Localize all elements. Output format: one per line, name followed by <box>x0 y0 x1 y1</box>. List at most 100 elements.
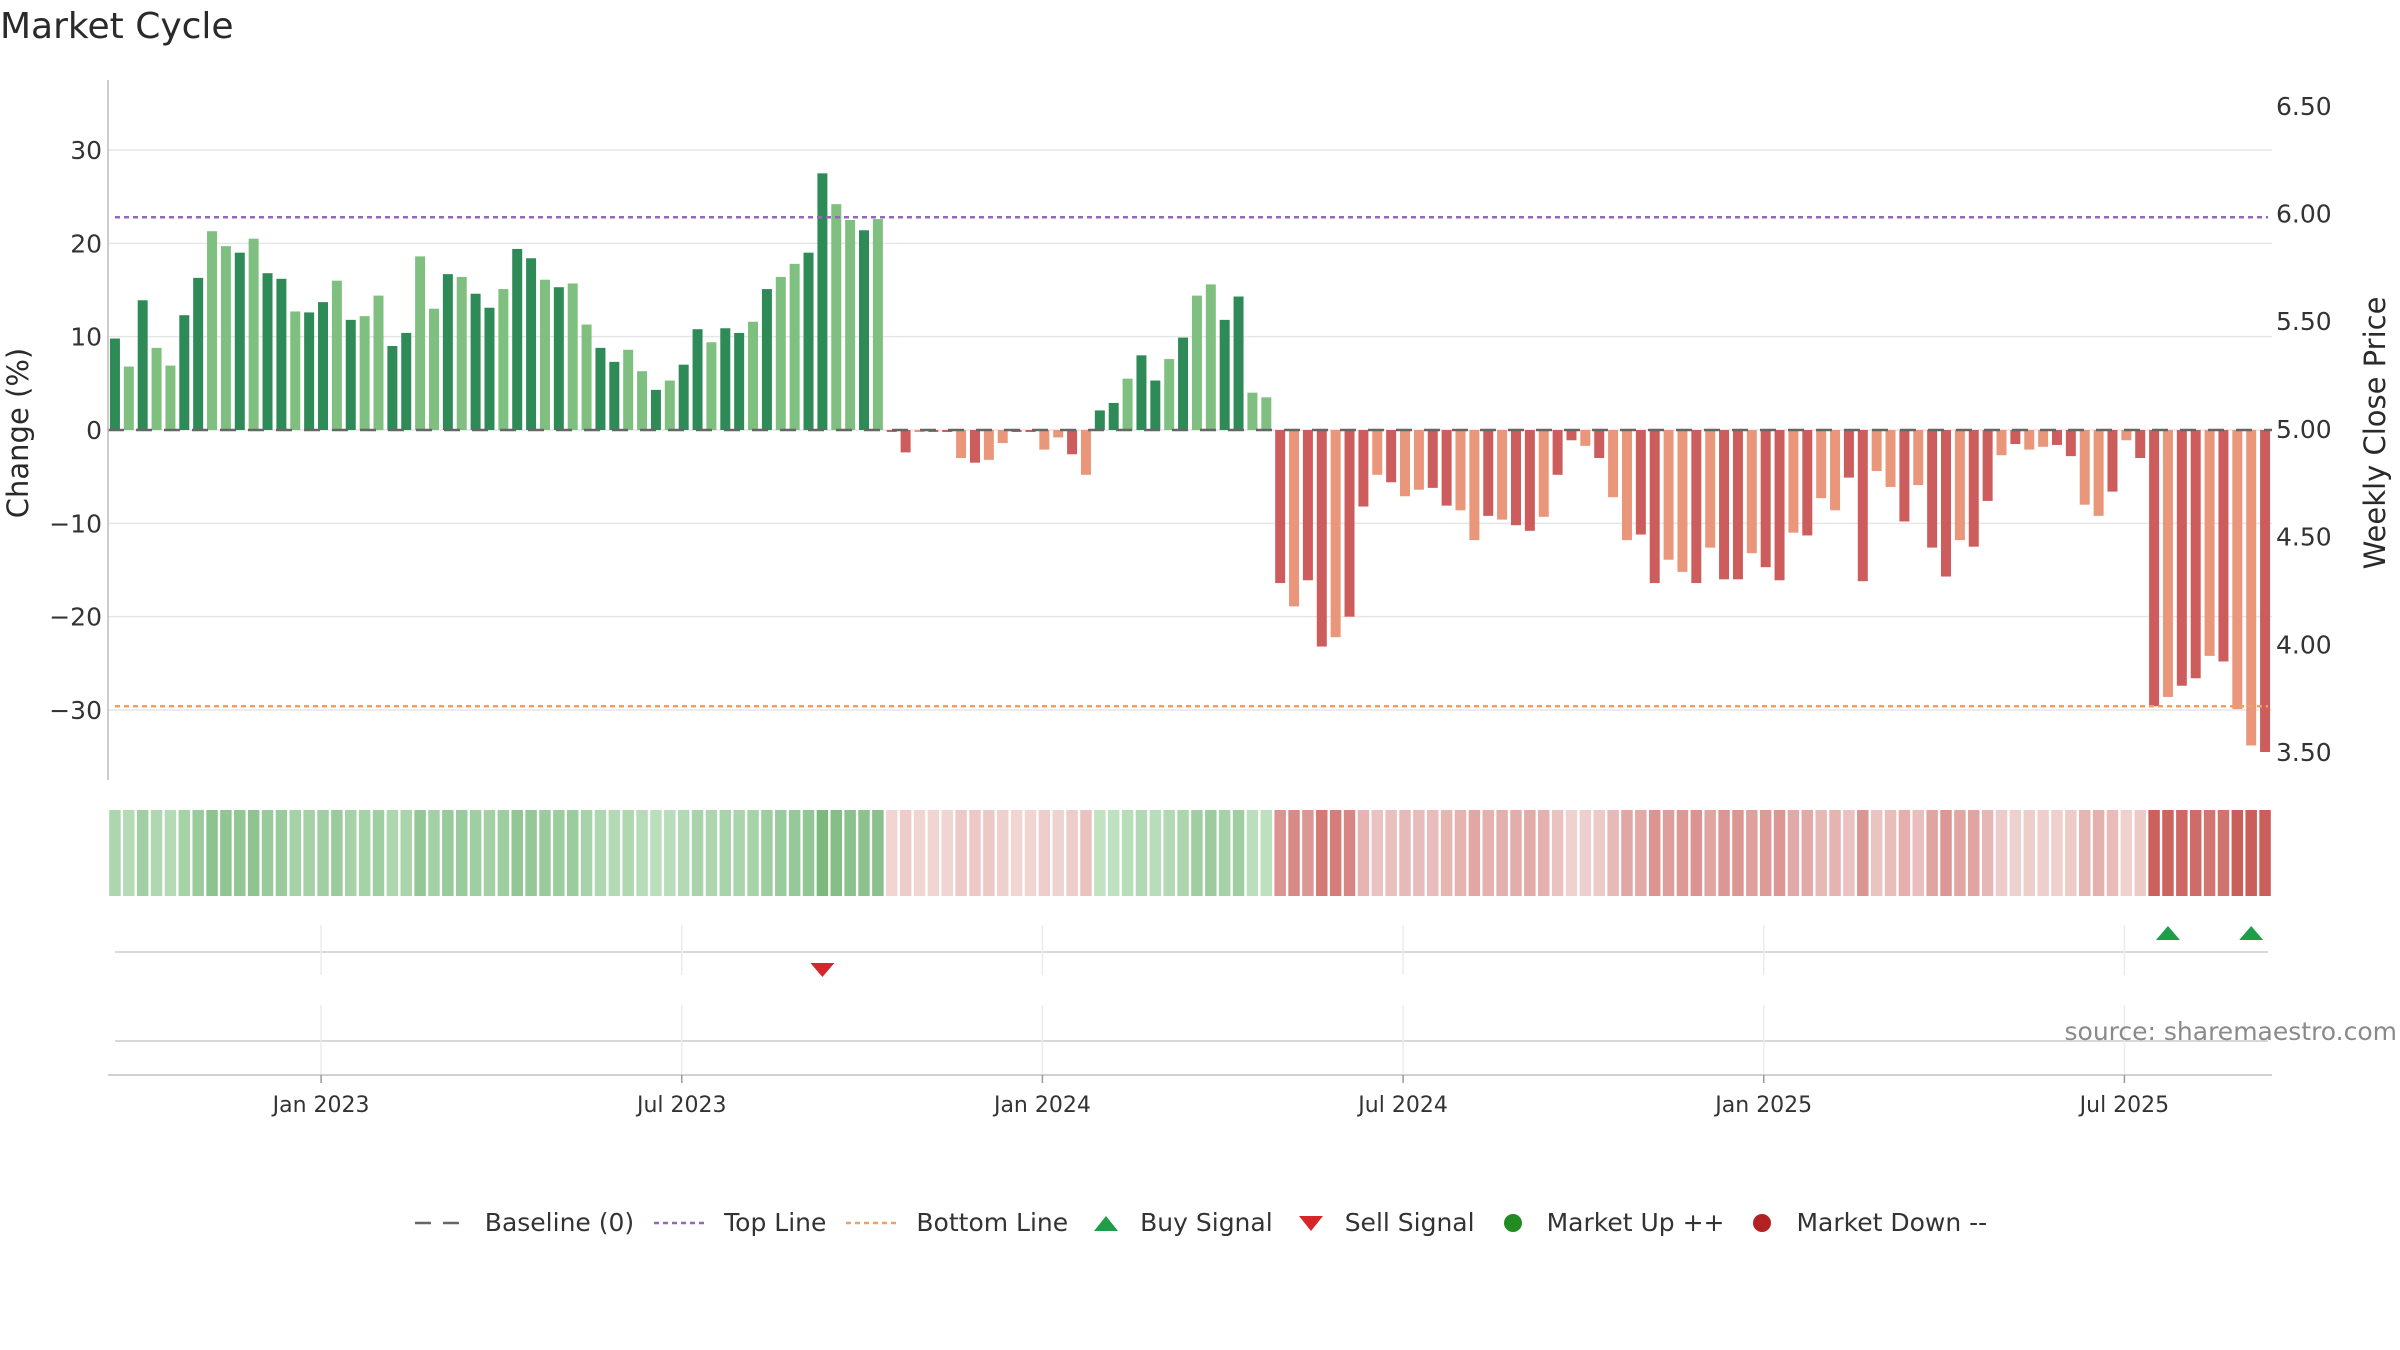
heat-cell <box>1274 810 1286 896</box>
source-note: source: sharemaestro.com <box>2064 1017 2398 1046</box>
heat-cell <box>303 810 315 896</box>
change-bar <box>1302 430 1313 581</box>
change-bar <box>2204 430 2215 656</box>
heat-cell <box>1537 810 1550 896</box>
change-bar <box>2190 430 2201 679</box>
heat-cell <box>1343 810 1356 896</box>
change-bar <box>872 219 883 430</box>
heat-cell <box>844 810 856 896</box>
heat-cell <box>886 810 898 896</box>
heat-cell <box>1884 810 1897 896</box>
change-bar <box>109 338 120 430</box>
change-bar <box>1510 430 1521 526</box>
change-bar <box>456 276 467 430</box>
change-bar <box>900 430 911 453</box>
change-bar <box>761 289 772 430</box>
y-left-tick-label: −10 <box>49 509 102 538</box>
change-bar <box>179 315 190 430</box>
heat-cell <box>2148 810 2160 896</box>
change-bar <box>997 430 1008 444</box>
change-bar <box>331 280 342 430</box>
heat-cell <box>747 810 759 896</box>
y-right-tick-label: 6.50 <box>2276 92 2332 121</box>
change-bar <box>1108 402 1119 430</box>
heat-cell <box>733 810 745 896</box>
heat-cell <box>192 810 204 896</box>
x-tick-label: Jul 2025 <box>2078 1093 2170 1118</box>
change-bar <box>623 349 634 430</box>
dashed-line-icon <box>414 1221 469 1224</box>
heat-cell <box>1704 810 1716 896</box>
heat-cell <box>664 810 676 896</box>
heat-cell <box>580 810 593 896</box>
change-bar <box>664 380 675 430</box>
change-bar <box>1150 380 1161 430</box>
y-right-tick-label: 4.50 <box>2276 523 2332 552</box>
y-left-tick-label: 30 <box>70 136 102 165</box>
change-bar <box>1760 430 1771 568</box>
change-bar <box>1816 430 1827 499</box>
heat-cell <box>2259 810 2271 896</box>
change-bar <box>526 258 537 430</box>
y-right-tick-label: 5.50 <box>2276 307 2332 336</box>
heat-cell <box>275 810 288 896</box>
heat-cell <box>1371 810 1384 896</box>
heat-cell <box>1468 810 1481 896</box>
legend-item-top-line: Top Line <box>652 1208 826 1237</box>
change-bar <box>318 302 329 430</box>
heat-cell <box>899 810 912 896</box>
heat-cell <box>1940 810 1952 896</box>
change-bar <box>1746 430 1757 554</box>
change-bar <box>1802 430 1813 536</box>
heat-cell <box>719 810 732 896</box>
change-bar <box>1663 430 1674 560</box>
change-bar <box>678 364 689 430</box>
heat-cell <box>247 810 260 896</box>
heat-cell <box>234 810 246 896</box>
heat-cell <box>1912 810 1925 896</box>
change-bar <box>220 246 231 430</box>
x-tick-label: Jan 2024 <box>992 1093 1091 1118</box>
heat-cell <box>941 810 953 896</box>
change-bar <box>1954 430 1965 541</box>
grid-layer <box>108 149 2272 711</box>
heat-cell <box>775 810 787 896</box>
change-bar <box>1843 430 1854 478</box>
heat-cell <box>2162 810 2174 896</box>
triangle-up-icon <box>1094 1215 1119 1231</box>
heat-cell <box>123 810 135 896</box>
legend-label: Buy Signal <box>1140 1208 1273 1237</box>
heat-cell <box>996 810 1009 896</box>
change-bar <box>2218 430 2229 662</box>
heat-cell <box>1690 810 1703 896</box>
heat-cell <box>1385 810 1397 896</box>
change-bar <box>1497 430 1508 520</box>
y-right-tick-label: 6.00 <box>2276 200 2332 229</box>
change-bar <box>956 430 967 458</box>
heat-cell <box>206 810 218 896</box>
change-bar <box>1538 430 1549 517</box>
heat-cell <box>1066 810 1078 896</box>
heat-cell <box>1843 810 1855 896</box>
change-bar <box>498 289 509 430</box>
change-bar <box>1080 430 1091 475</box>
x-tick-label: Jul 2024 <box>1356 1093 1448 1118</box>
reference-lines-layer <box>108 215 2272 708</box>
change-bar <box>1441 430 1452 506</box>
heat-cell <box>2217 810 2230 896</box>
change-bar <box>1427 430 1438 488</box>
heat-cell <box>1246 810 1259 896</box>
heat-cell <box>345 810 357 896</box>
heat-cell <box>1510 810 1522 896</box>
heat-cell <box>1857 810 1869 896</box>
heat-cell <box>2176 810 2188 896</box>
change-bar <box>2135 430 2146 458</box>
legend-item-baseline: Baseline (0) <box>413 1208 634 1237</box>
heat-cell <box>802 810 815 896</box>
heat-cell <box>220 810 232 896</box>
heat-cell <box>650 810 662 896</box>
change-bar <box>1413 430 1424 490</box>
heat-cell <box>442 810 454 896</box>
heat-cell <box>830 810 843 896</box>
change-bar <box>290 311 301 430</box>
